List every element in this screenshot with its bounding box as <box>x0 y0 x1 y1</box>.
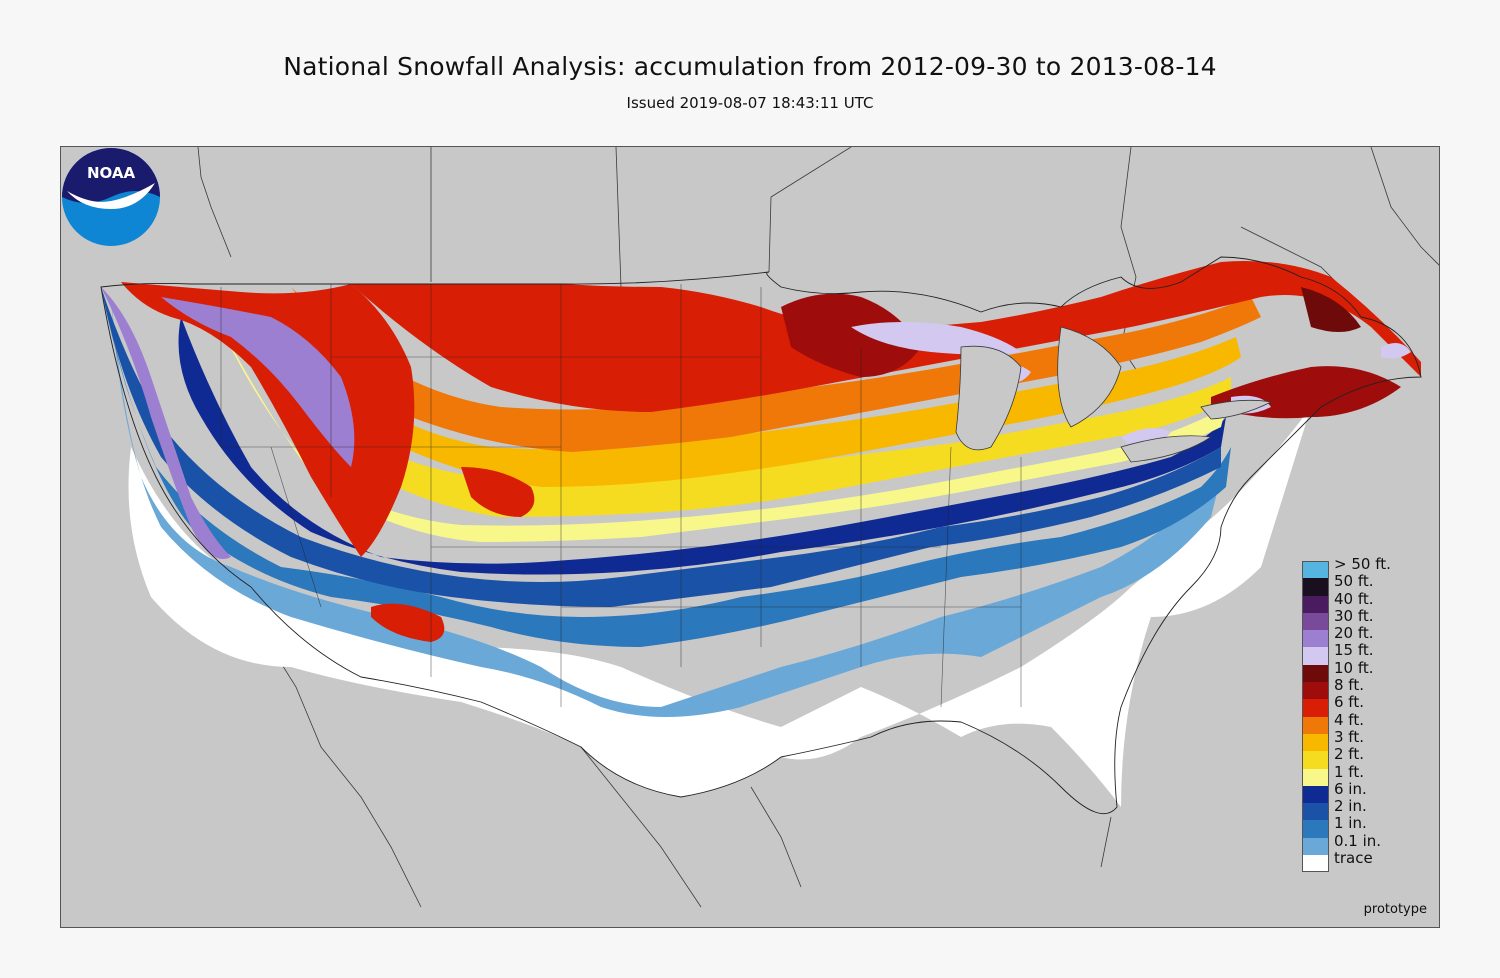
legend-label: 4 ft. <box>1334 710 1364 729</box>
legend-swatch <box>1302 578 1329 596</box>
legend-label: 8 ft. <box>1334 676 1364 695</box>
legend-item: 10 ft. <box>1301 659 1411 683</box>
issued-timestamp: Issued 2019-08-07 18:43:11 UTC <box>626 94 874 112</box>
legend-swatch <box>1302 699 1329 717</box>
snowfall-map[interactable]: NOAA prototype <box>60 146 1440 928</box>
legend-item: 15 ft. <box>1301 641 1411 665</box>
map-canvas <box>100 147 1439 908</box>
legend-label: 2 in. <box>1334 797 1367 816</box>
prototype-note: prototype <box>1363 902 1427 917</box>
snowfall-field <box>101 261 1421 807</box>
legend-label: 6 ft. <box>1334 693 1364 712</box>
legend-swatch <box>1302 682 1329 700</box>
coastline <box>100 256 1422 815</box>
legend-label: 2 ft. <box>1334 745 1364 764</box>
legend-label: 50 ft. <box>1334 572 1374 591</box>
legend-item: 0.1 in. <box>1301 832 1411 856</box>
legend-label: 10 ft. <box>1334 658 1374 677</box>
legend-swatch <box>1302 647 1329 665</box>
legend-swatch <box>1302 803 1329 821</box>
legend-item: 1 ft. <box>1301 763 1411 786</box>
legend-item: 1 in. <box>1301 814 1411 838</box>
legend-label: 3 ft. <box>1334 727 1364 746</box>
legend-label: 1 in. <box>1334 814 1367 833</box>
legend-swatch <box>1302 733 1329 752</box>
legend-swatch <box>1302 785 1329 804</box>
legend-item: 3 ft. <box>1301 728 1411 752</box>
legend-item: 30 ft. <box>1301 607 1411 631</box>
legend-label: trace <box>1334 849 1373 868</box>
legend-item: 2 ft. <box>1301 745 1411 769</box>
legend-item: trace <box>1301 849 1411 873</box>
legend-item: 20 ft. <box>1301 624 1411 648</box>
legend-item: > 50 ft. <box>1301 555 1411 579</box>
legend-label: > 50 ft. <box>1334 555 1391 573</box>
map-title: National Snowfall Analysis: accumulation… <box>283 52 1217 81</box>
legend-swatch <box>1302 716 1329 734</box>
legend-swatch <box>1302 561 1329 579</box>
state-borders <box>220 284 1022 708</box>
legend-item: 2 in. <box>1301 797 1411 821</box>
great-lakes <box>955 326 1273 463</box>
legend-label: 6 in. <box>1334 779 1367 798</box>
legend-swatch <box>1302 664 1329 683</box>
legend-swatch <box>1302 768 1329 786</box>
international-borders <box>197 147 1439 908</box>
noaa-logo: NOAA <box>62 148 160 246</box>
legend-label: 30 ft. <box>1334 606 1374 625</box>
legend: > 50 ft. 50 ft. 40 ft. 30 ft. 20 ft. 15 ft. 10… <box>1301 555 1411 873</box>
legend-swatch <box>1302 855 1329 873</box>
legend-swatch <box>1302 751 1329 769</box>
legend-swatch <box>1302 820 1329 838</box>
legend-label: 40 ft. <box>1334 589 1374 608</box>
legend-item: 8 ft. <box>1301 676 1411 700</box>
legend-swatch <box>1302 837 1329 856</box>
legend-item: 50 ft. <box>1301 572 1411 596</box>
noaa-logo-text: NOAA <box>87 164 136 182</box>
legend-label: 20 ft. <box>1334 624 1374 643</box>
legend-item: 6 in. <box>1301 780 1411 804</box>
legend-swatch <box>1302 630 1329 648</box>
legend-item: 6 ft. <box>1301 693 1411 717</box>
legend-item: 4 ft. <box>1301 711 1411 734</box>
legend-label: 0.1 in. <box>1334 831 1382 850</box>
legend-item: 40 ft. <box>1301 590 1411 613</box>
legend-label: 1 ft. <box>1334 762 1364 781</box>
legend-label: 15 ft. <box>1334 641 1374 660</box>
legend-swatch <box>1302 612 1329 631</box>
legend-swatch <box>1302 595 1329 613</box>
